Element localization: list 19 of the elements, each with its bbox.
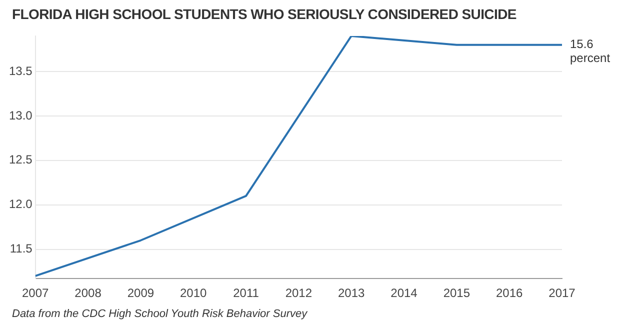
y-tick-label: 13.5	[8, 64, 33, 78]
x-tick-label: 2013	[338, 286, 366, 300]
x-tick-label: 2007	[22, 286, 50, 300]
text: Data from the CDC High School Youth Risk Behavior Survey	[12, 308, 308, 320]
y-tick-label: 12.0	[8, 197, 33, 212]
x-tick-label: 2011	[233, 286, 260, 300]
y-tick-label: 11.5	[10, 242, 33, 256]
chart-title: FLORIDA HIGH SCHOOL STUDENTS WHO SERIOUSLY CONSIDERED SUICIDE	[12, 6, 516, 22]
x-tick-label: 2015	[443, 286, 470, 300]
annotation: 15.6 percent	[570, 37, 611, 66]
y-tick-label: 13.0	[8, 108, 33, 122]
x-tick-label: 2014	[390, 286, 418, 300]
x-tick-label: 2017	[548, 286, 576, 300]
x-tick-label: 2009	[127, 286, 154, 300]
x-tick-label: 2010	[180, 286, 208, 300]
y-tick-label: 12.5	[8, 152, 33, 167]
x-tick-label: 2016	[496, 286, 524, 300]
x-tick-label: 2008	[74, 286, 102, 300]
x-tick-label: 2012	[285, 286, 312, 300]
